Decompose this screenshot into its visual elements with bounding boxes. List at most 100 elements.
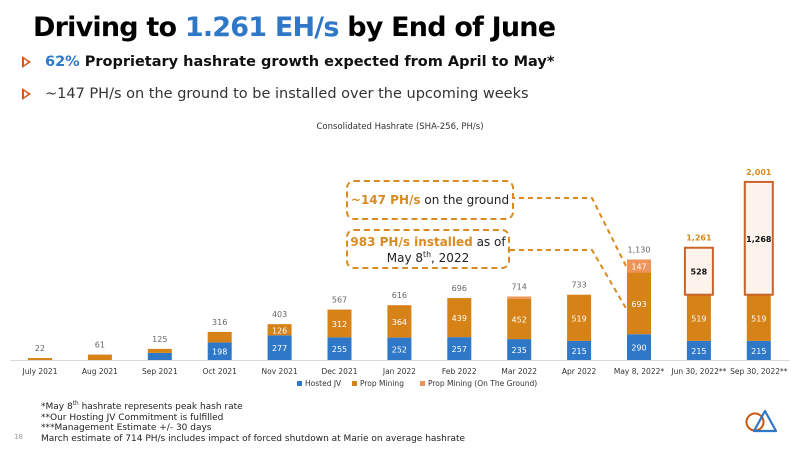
- bullet-1-highlight: 62%: [45, 54, 80, 70]
- data-label-prop-mining: 312: [332, 320, 347, 329]
- bar-projected: [743, 180, 774, 296]
- legend-swatch-hosted-jv: [297, 381, 302, 386]
- legend-swatch-prop-mining: [352, 381, 357, 386]
- triangle-bullet-icon: [22, 88, 31, 100]
- callout-installed-year: , 2022: [431, 251, 470, 265]
- x-tick-label: Sep 30, 2022**: [730, 367, 788, 376]
- callout-on-the-ground: ~147 PH/s on the ground: [346, 180, 514, 220]
- bar-prop-mining: [507, 298, 532, 340]
- bar-hosted-jv: [746, 340, 771, 360]
- data-label-prop-mining: 519: [751, 314, 766, 323]
- bar-prop-mining: [686, 294, 711, 341]
- circle-triangle-logo-icon: [745, 409, 778, 433]
- bar-prop-mining: [87, 354, 112, 360]
- title-suffix: by End of June: [338, 12, 556, 43]
- x-tick-label: Feb 2022: [442, 367, 477, 376]
- bar-prop-mining-ground: [507, 296, 532, 299]
- footnote-1-suffix: hashrate represents peak hash rate: [78, 402, 243, 412]
- bar-prop-mining: [207, 331, 232, 343]
- triangle-bullet-icon: [22, 56, 31, 68]
- total-label: 403: [272, 310, 287, 319]
- callout-installed-date: May 8: [386, 251, 424, 265]
- x-tick-label: May 8, 2022*: [614, 367, 665, 376]
- total-label: 2,001: [746, 168, 772, 177]
- data-label-hosted-jv: 198: [212, 348, 227, 357]
- bullet-2-text: ~147 PH/s on the ground to be installed …: [45, 86, 529, 102]
- bar-prop-mining: [147, 348, 172, 353]
- total-label: 1,261: [686, 234, 712, 243]
- bar-prop-mining: [387, 305, 412, 338]
- total-label: 696: [452, 284, 467, 293]
- data-label-hosted-jv: 235: [512, 346, 527, 355]
- callout-connectors: [510, 197, 628, 311]
- bar-prop-mining-ground: [627, 259, 651, 273]
- callout-installed-text: as of: [472, 235, 506, 249]
- x-tick-label: July 2021: [22, 367, 58, 376]
- bar-hosted-jv: [327, 337, 352, 360]
- footnote-3: ***Management Estimate +/- 30 days: [41, 423, 212, 433]
- x-tick-label: Mar 2022: [501, 367, 537, 376]
- bar-hosted-jv: [207, 342, 232, 360]
- callout-ground-text: on the ground: [420, 193, 510, 207]
- total-label: 567: [332, 296, 347, 305]
- x-tick-label: Apr 2022: [562, 367, 597, 376]
- legend-label-prop-mining-ground: Prop Mining (On The Ground): [428, 379, 537, 388]
- footnote-1-prefix: *May 8: [41, 402, 73, 412]
- footnote-4: March estimate of 714 PH/s includes impa…: [41, 433, 466, 444]
- footnote-2: **Our Hosting JV Commitment is fulfilled: [41, 412, 224, 423]
- data-label-hosted-jv: 277: [272, 344, 287, 353]
- bullet-1-text: Proprietary hashrate growth expected fro…: [84, 54, 555, 70]
- bar-prop-mining: [267, 324, 292, 336]
- total-label: 316: [212, 318, 227, 327]
- bullet-2: ~147 PH/s on the ground to be installed …: [22, 86, 529, 102]
- legend: Hosted JV Prop Mining Prop Mining (On The …: [297, 379, 537, 388]
- data-label-hosted-jv: 252: [392, 345, 407, 354]
- bar-prop-mining: [28, 358, 52, 360]
- title-prefix: Driving to: [33, 12, 185, 43]
- data-label-prop-mining-ground: 147: [631, 263, 646, 272]
- total-label: 22: [35, 344, 45, 353]
- footnote-1: *May 8th hashrate represents peak hash r…: [41, 401, 465, 413]
- data-label-projected: 528: [691, 268, 708, 277]
- bar-prop-mining: [327, 309, 352, 338]
- data-label-prop-mining: 126: [272, 326, 287, 335]
- data-label-prop-mining: 519: [691, 314, 706, 323]
- callout-installed-highlight: 983 PH/s installed: [350, 235, 473, 249]
- bar-prop-mining: [567, 294, 592, 341]
- footnotes: *May 8th hashrate represents peak hash r…: [41, 401, 466, 444]
- bar-hosted-jv: [627, 334, 651, 360]
- connector-ground: [510, 197, 628, 269]
- total-label: 714: [512, 282, 527, 291]
- data-label-hosted-jv: 255: [332, 345, 347, 354]
- total-label: 61: [95, 341, 105, 350]
- bar-hosted-jv: [267, 335, 292, 360]
- legend-label-prop-mining: Prop Mining: [360, 379, 404, 388]
- total-label: 1,130: [628, 245, 651, 254]
- bar-projected: [683, 246, 714, 296]
- legend-label-hosted-jv: Hosted JV: [305, 379, 342, 388]
- total-label: 616: [392, 291, 407, 300]
- bars-group: 22 July 2021 61 Aug 2021 125 Sep 2021 198 316 Oc…: [22, 168, 788, 376]
- title-highlight: 1.261 EH/s: [184, 12, 340, 43]
- data-label-hosted-jv: 215: [751, 347, 766, 356]
- x-tick-label: Oct 2021: [202, 367, 237, 376]
- data-label-prop-mining: 693: [631, 300, 646, 309]
- total-label: 733: [571, 281, 586, 290]
- data-label-prop-mining: 439: [452, 314, 467, 323]
- bullet-1: 62% Proprietary hashrate growth expected…: [22, 54, 554, 70]
- x-tick-label: Jun 30, 2022**: [670, 367, 726, 376]
- bar-prop-mining: [746, 294, 771, 341]
- data-label-hosted-jv: 215: [571, 347, 586, 356]
- callout-ground-highlight: ~147 PH/s: [350, 193, 421, 207]
- data-label-prop-mining: 364: [392, 318, 407, 327]
- bar-prop-mining: [447, 298, 472, 338]
- bar-prop-mining: [627, 272, 651, 335]
- page-number: 18: [14, 433, 23, 441]
- data-label-hosted-jv: 215: [691, 347, 706, 356]
- x-tick-label: Aug 2021: [82, 367, 118, 376]
- chart-title: Consolidated Hashrate (SHA-256, PH/s): [316, 122, 484, 132]
- data-label-hosted-jv: 290: [631, 344, 646, 353]
- bar-hosted-jv: [447, 337, 472, 360]
- bar-hosted-jv: [147, 352, 172, 360]
- x-tick-label: Jan 2022: [382, 367, 416, 376]
